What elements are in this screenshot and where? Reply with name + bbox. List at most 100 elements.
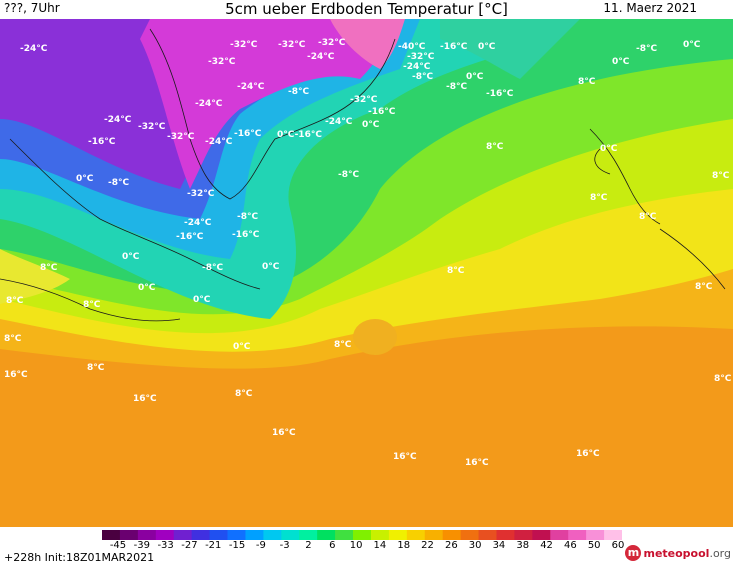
colorbar-tick-label: 2	[305, 540, 312, 551]
coast-uk	[594, 148, 611, 175]
isotherm-label: 0°C	[466, 72, 484, 82]
temperature-field-svg: -24°C -32°C -32°C -32°C -40°C -16°C 0°C 0°C-8°C…	[0, 19, 733, 527]
isotherm-label: -16°C	[88, 137, 116, 147]
isotherm-label: 8°C	[695, 282, 713, 292]
colorbar-tick-label: 34	[492, 540, 506, 551]
colorbar-tick-label: 22	[421, 540, 434, 551]
field-magenta-greenland	[140, 19, 395, 189]
isotherm-label: 16°C	[272, 428, 296, 438]
colorbar-swatch	[173, 530, 193, 540]
isotherm-label: -24°C	[104, 115, 132, 125]
isotherm-label: 16°C	[465, 458, 489, 468]
isotherm-label: 8°C	[712, 171, 730, 181]
coast-iberia	[659, 228, 726, 290]
colorbar-swatch	[478, 530, 497, 540]
colorbar-tick-label: 46	[564, 540, 577, 551]
isotherm-label: -32°C	[167, 132, 195, 142]
field-cyan-patch	[440, 19, 580, 79]
isotherm-label: 0°C	[612, 57, 630, 67]
isotherm-label: 8°C	[83, 300, 101, 310]
colorbar-swatch	[532, 530, 551, 540]
colorbar-swatch	[227, 530, 246, 540]
isotherm-label: -32°C	[350, 95, 378, 105]
colorbar-swatch	[568, 530, 587, 540]
colorbar-tick-label: 42	[540, 540, 553, 551]
colorbar-swatch	[406, 530, 426, 540]
isotherm-label: 0°C	[478, 42, 496, 52]
colorbar-tick-label: -3	[279, 540, 290, 551]
field-pink-core	[330, 19, 405, 69]
colorbar-swatch	[550, 530, 569, 540]
colorbar-tick-label: -33	[157, 540, 174, 551]
isotherm-label: 0°C	[76, 174, 94, 184]
colorbar-tick-label: 26	[444, 540, 458, 551]
isotherm-label: 8°C	[6, 296, 24, 306]
isotherm-label: -32°C	[318, 38, 346, 48]
isotherm-label: -24°C	[237, 82, 265, 92]
isotherm-label: 8°C	[578, 77, 596, 87]
isotherm-label: 0°C	[600, 144, 618, 154]
colorbar-swatch	[281, 530, 300, 540]
isotherm-label: 0°C	[362, 120, 380, 130]
colorbar-tick-label: 60	[611, 540, 625, 551]
colorbar-swatch	[604, 530, 622, 540]
isotherm-label: -32°C	[138, 122, 166, 132]
colorbar-tick-label: -15	[228, 540, 246, 551]
isotherm-label: 16°C	[4, 370, 28, 380]
isotherm-label: 8°C	[590, 193, 608, 203]
colorbar-tick-label: -39	[133, 540, 150, 551]
colorbar-tick-label: 10	[349, 540, 363, 551]
colorbar-tick-label: -9	[255, 540, 266, 551]
isotherm-label: 8°C	[235, 389, 253, 399]
temperature-map: -24°C -32°C -32°C -32°C -40°C -16°C 0°C 0°C -8°C…	[0, 19, 733, 527]
isotherm-label: 0°C	[233, 342, 251, 352]
isotherm-label: -32°C	[278, 40, 306, 50]
colorbar-swatch	[209, 530, 229, 540]
logo-mark-icon: m	[625, 545, 642, 561]
colorbar	[102, 530, 622, 540]
colorbar-tick-label: 50	[587, 540, 601, 551]
colorbar-swatch	[245, 530, 264, 540]
isotherm-label: 0°C	[193, 295, 211, 305]
coast-north-america	[9, 138, 261, 290]
isotherm-label: -16°C	[486, 89, 514, 99]
colorbar-swatch	[353, 530, 372, 540]
colorbar-swatch	[335, 530, 354, 540]
colorbar-swatch	[317, 530, 336, 540]
colorbar-swatch	[424, 530, 444, 540]
isotherm-label: -24°C	[307, 52, 335, 62]
isotherm-label: 0°C	[683, 40, 701, 50]
colorbar-swatch	[388, 530, 408, 540]
isotherm-label-layer: -24°C -32°C -32°C -32°C -40°C -16°C 0°C 0°C-8°C…	[4, 38, 732, 468]
colorbar-swatch	[119, 530, 139, 540]
isotherm-label: -16°C	[234, 129, 262, 139]
isotherm-label: 16°C	[393, 452, 417, 462]
colorbar-swatch	[137, 530, 157, 540]
isotherm-label: 8°C	[486, 142, 504, 152]
isotherm-label: 8°C	[447, 266, 465, 276]
meteopool-logo[interactable]: m meteopool.org	[625, 543, 731, 563]
colorbar-swatch	[155, 530, 175, 540]
colorbar-swatch	[442, 530, 462, 540]
model-run-label: +228h Init:18Z01MAR2021	[4, 551, 155, 564]
isotherm-label: -16°C	[368, 107, 396, 117]
isotherm-label: -8°C	[108, 178, 129, 188]
isotherm-label: 8°C	[87, 363, 105, 373]
colorbar-tick-label: 14	[373, 540, 387, 551]
coast-south	[0, 278, 181, 322]
colorbar-tick-label: 38	[516, 540, 530, 551]
colorbar-swatch	[496, 530, 515, 540]
isotherm-label: 8°C	[714, 374, 732, 384]
colorbar-swatch	[586, 530, 605, 540]
isotherm-label: -8°C	[446, 82, 467, 92]
forecast-date: 11. Maerz 2021	[603, 1, 697, 15]
isotherm-label: -32°C	[187, 189, 215, 199]
field-island-patch	[353, 319, 397, 355]
isotherm-label: -40°C	[398, 42, 426, 52]
header-bar: ???, 7Uhr 5cm ueber Erdboden Temperatur …	[0, 0, 733, 20]
isotherm-label: -24°C	[205, 137, 233, 147]
isotherm-label: -24°C	[20, 44, 48, 54]
isotherm-label: 0°C	[138, 283, 156, 293]
isotherm-label: 8°C	[334, 340, 352, 350]
